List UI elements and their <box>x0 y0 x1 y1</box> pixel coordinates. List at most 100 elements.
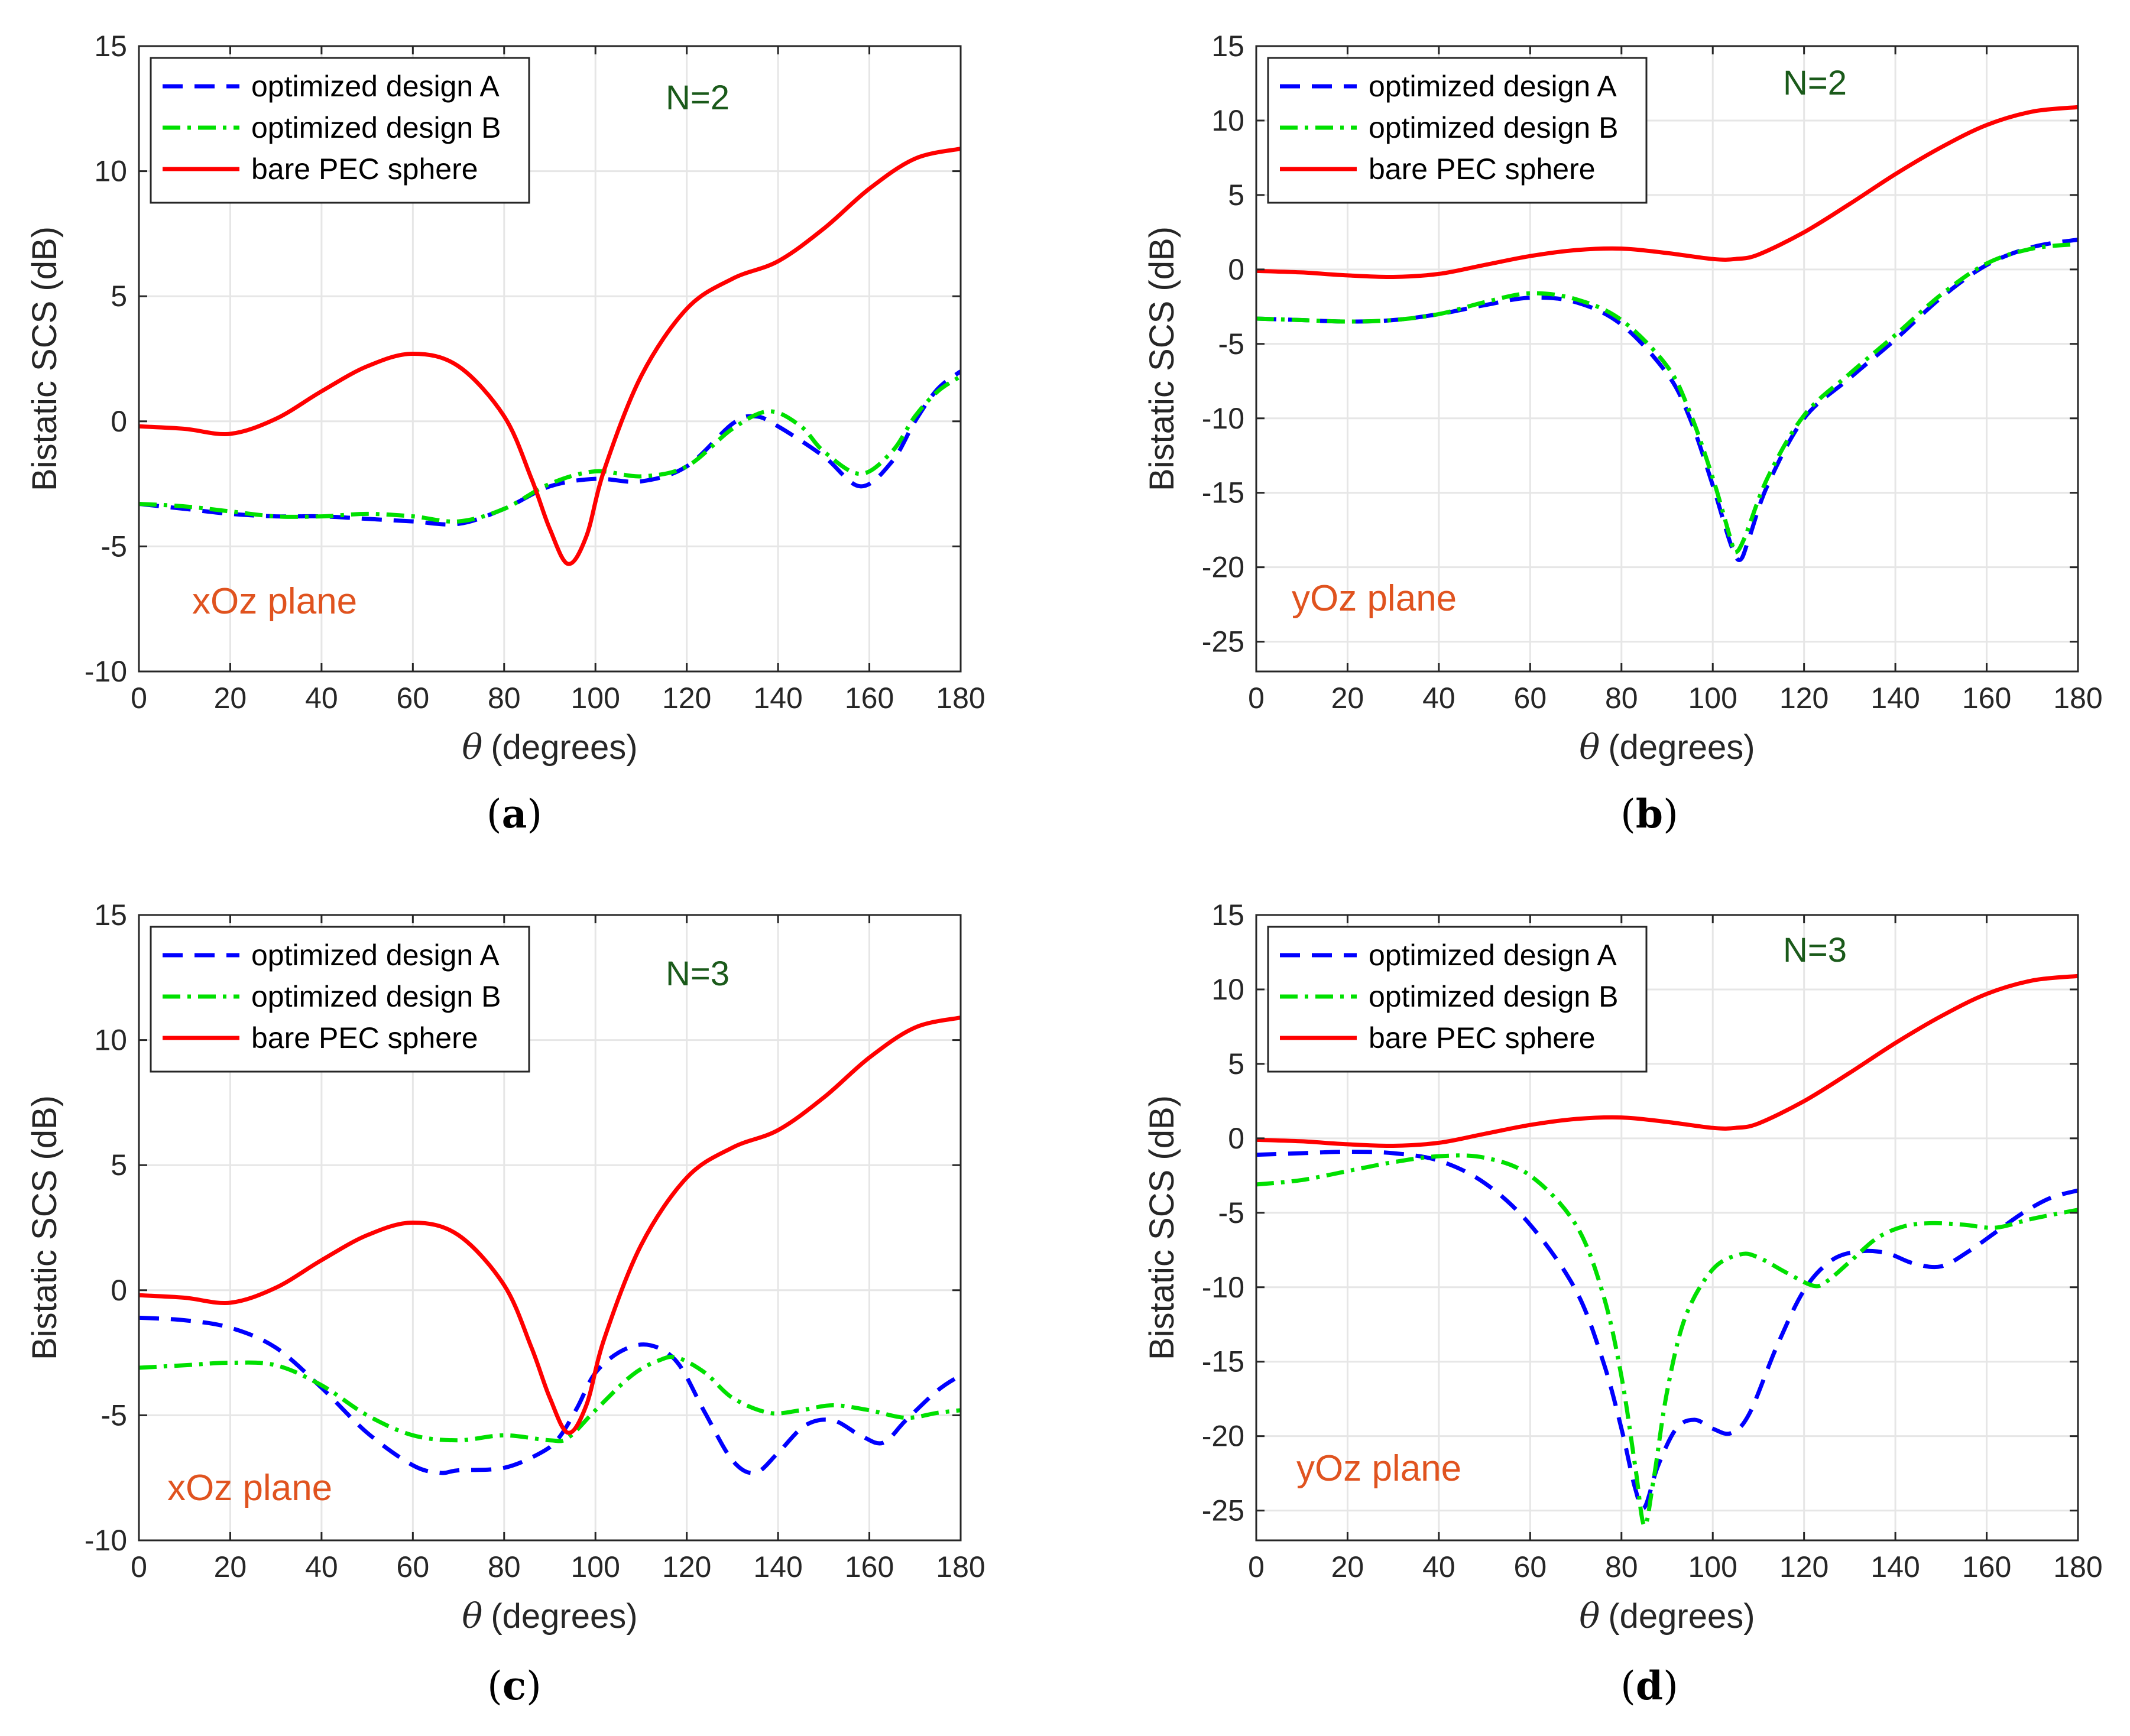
series-line-design-b <box>139 374 961 524</box>
legend-label: bare PEC sphere <box>251 152 478 186</box>
series-line-bare-pec <box>1256 974 2078 1148</box>
legend-label: optimized design B <box>1369 111 1618 144</box>
legend: optimized design A optimized design B bare… <box>1267 926 1648 1073</box>
axes-box <box>138 45 962 673</box>
x-tick-label: 20 <box>1331 682 1364 715</box>
x-tick-label: 160 <box>1962 1550 2011 1584</box>
series-line-design-b <box>1256 1153 2078 1528</box>
panel-a: 0 20 40 60 80 100 120 140 160 180 -10 -5 0 5 10 15 θ (deg… <box>25 30 985 837</box>
y-tick-label: 15 <box>1211 898 1244 932</box>
y-tick-label: -15 <box>1202 476 1244 510</box>
x-tick-label: 0 <box>1248 682 1265 715</box>
legend-label: optimized design B <box>1369 980 1618 1013</box>
axes-box <box>138 914 962 1542</box>
panel-caption: (c) <box>487 1663 542 1709</box>
x-tick-label: 80 <box>1605 682 1638 715</box>
series-line-design-b <box>1256 242 2078 555</box>
x-axis-label: θ (degrees) <box>1579 1596 1755 1636</box>
series-line-design-b <box>139 1355 961 1443</box>
y-tick-label: -20 <box>1202 551 1244 584</box>
x-tick-label: 120 <box>662 682 711 715</box>
x-tick-label: 180 <box>2053 682 2102 715</box>
y-tick-label: 0 <box>1228 1122 1244 1155</box>
y-tick-label: -5 <box>101 530 127 563</box>
y-tick-label: 5 <box>111 1148 127 1182</box>
plane-annotation: xOz plane <box>192 581 357 622</box>
legend-label: bare PEC sphere <box>1369 152 1596 186</box>
y-tick-label: 10 <box>1211 973 1244 1006</box>
x-axis-unit: (degrees) <box>491 1597 637 1636</box>
panel-caption: (d) <box>1620 1663 1678 1709</box>
y-tick-label: 0 <box>1228 253 1244 286</box>
legend-label: bare PEC sphere <box>1369 1021 1596 1054</box>
series-line-design-a <box>1256 1150 2078 1511</box>
x-tick-label: 180 <box>936 682 985 715</box>
axes-box <box>1255 45 2079 673</box>
legend-box <box>1267 57 1648 204</box>
panel-caption: (b) <box>1620 791 1678 837</box>
y-tick-label: -5 <box>101 1398 127 1432</box>
x-axis-theta: θ <box>462 727 482 767</box>
series-line-bare-pec <box>1256 105 2078 280</box>
x-tick-label: 20 <box>1331 1550 1364 1584</box>
y-tick-label: 15 <box>94 30 127 63</box>
n-annotation: N=3 <box>1783 931 1847 969</box>
y-tick-label: -10 <box>85 1524 127 1557</box>
x-tick-label: 140 <box>753 1550 802 1584</box>
x-axis-unit: (degrees) <box>1608 728 1755 767</box>
plane-annotation: yOz plane <box>1292 578 1457 619</box>
y-axis-label: Bistatic SCS (dB) <box>25 1095 64 1360</box>
n-annotation: N=3 <box>666 955 730 993</box>
y-axis-label: Bistatic SCS (dB) <box>1143 226 1181 491</box>
legend-label: optimized design A <box>251 70 500 103</box>
y-tick-label: -25 <box>1202 1494 1244 1527</box>
legend-label: optimized design B <box>251 980 501 1013</box>
x-tick-label: 100 <box>571 1550 620 1584</box>
x-tick-label: 0 <box>131 1550 147 1584</box>
x-axis-theta: θ <box>1579 1596 1600 1636</box>
x-tick-label: 140 <box>753 682 802 715</box>
x-tick-label: 100 <box>571 682 620 715</box>
x-tick-label: 20 <box>214 1550 247 1584</box>
y-tick-label: 10 <box>94 155 127 188</box>
legend-label: optimized design A <box>251 939 500 972</box>
legend: optimized design A optimized design B bare… <box>150 57 530 204</box>
legend-label: optimized design A <box>1369 70 1617 103</box>
legend: optimized design A optimized design B bare… <box>1267 57 1648 204</box>
series-line-design-a <box>139 369 961 527</box>
panel-d: 0 20 40 60 80 100 120 140 160 180 -25 -20 -15 -10 -5 0 5… <box>1143 898 2103 1709</box>
y-axis-label: Bistatic SCS (dB) <box>25 226 64 491</box>
legend-label: optimized design A <box>1369 939 1617 972</box>
x-tick-label: 100 <box>1688 1550 1737 1584</box>
x-axis-unit: (degrees) <box>491 728 637 767</box>
y-tick-label: -10 <box>1202 1271 1244 1304</box>
panel-c: 0 20 40 60 80 100 120 140 160 180 -10 -5 0 5 10 15 θ (deg… <box>25 898 985 1709</box>
y-tick-label: 10 <box>1211 104 1244 137</box>
y-tick-label: 0 <box>111 1274 127 1307</box>
legend-label: optimized design B <box>251 111 501 144</box>
plane-annotation: yOz plane <box>1296 1448 1461 1489</box>
legend-box <box>150 926 530 1073</box>
x-tick-label: 40 <box>305 682 338 715</box>
plane-annotation: xOz plane <box>167 1468 332 1508</box>
panel-b: 0 20 40 60 80 100 120 140 160 180 -25 -20 -15 -10 -5 0 5… <box>1143 30 2103 837</box>
y-tick-label: 5 <box>1228 179 1244 212</box>
x-tick-label: 120 <box>1779 682 1829 715</box>
x-axis-unit: (degrees) <box>1608 1597 1755 1636</box>
y-tick-label: 15 <box>1211 30 1244 63</box>
x-tick-label: 40 <box>1422 1550 1455 1584</box>
legend: optimized design A optimized design B bare… <box>150 926 530 1073</box>
y-tick-label: 5 <box>111 280 127 313</box>
x-tick-label: 40 <box>305 1550 338 1584</box>
x-tick-label: 120 <box>662 1550 711 1584</box>
x-tick-label: 20 <box>214 682 247 715</box>
y-tick-label: -20 <box>1202 1420 1244 1453</box>
y-tick-label: -25 <box>1202 625 1244 658</box>
y-tick-label: -5 <box>1218 327 1244 361</box>
y-tick-label: 10 <box>94 1024 127 1057</box>
legend-label: bare PEC sphere <box>251 1021 478 1054</box>
x-tick-label: 60 <box>397 1550 430 1584</box>
x-tick-label: 140 <box>1870 1550 1920 1584</box>
x-tick-label: 80 <box>488 1550 521 1584</box>
